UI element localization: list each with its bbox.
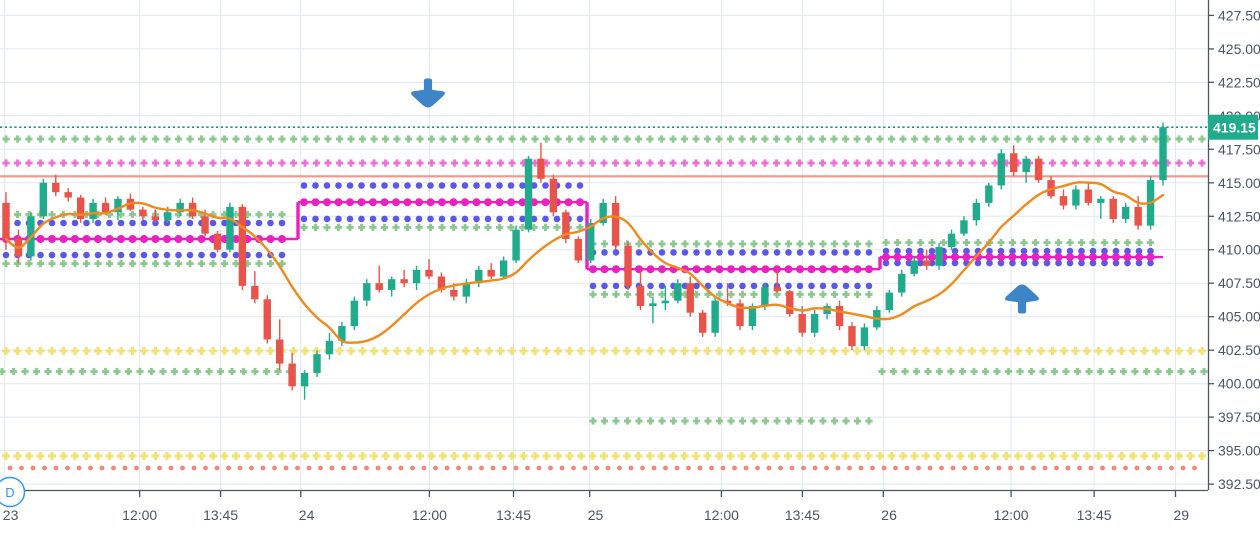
svg-text:419.15: 419.15 <box>1213 120 1256 136</box>
svg-text:395.00: 395.00 <box>1218 443 1260 459</box>
svg-text:427.50: 427.50 <box>1218 7 1260 23</box>
svg-text:397.50: 397.50 <box>1218 409 1260 425</box>
svg-text:417.50: 417.50 <box>1218 141 1260 157</box>
svg-text:26: 26 <box>881 507 897 523</box>
svg-text:415.00: 415.00 <box>1218 175 1260 191</box>
svg-text:24: 24 <box>299 507 315 523</box>
svg-text:412.50: 412.50 <box>1218 208 1260 224</box>
svg-text:12:00: 12:00 <box>122 507 157 523</box>
svg-text:13:45: 13:45 <box>496 507 531 523</box>
svg-text:13:45: 13:45 <box>785 507 820 523</box>
svg-text:13:45: 13:45 <box>203 507 238 523</box>
svg-text:400.00: 400.00 <box>1218 376 1260 392</box>
svg-text:405.00: 405.00 <box>1218 309 1260 325</box>
svg-text:425.00: 425.00 <box>1218 41 1260 57</box>
svg-text:23: 23 <box>3 507 19 523</box>
svg-text:29: 29 <box>1174 507 1190 523</box>
svg-text:392.50: 392.50 <box>1218 476 1260 492</box>
svg-text:12:00: 12:00 <box>412 507 447 523</box>
svg-text:12:00: 12:00 <box>704 507 739 523</box>
svg-text:25: 25 <box>588 507 604 523</box>
svg-text:D: D <box>5 485 14 500</box>
svg-text:407.50: 407.50 <box>1218 275 1260 291</box>
svg-text:422.50: 422.50 <box>1218 74 1260 90</box>
svg-text:402.50: 402.50 <box>1218 342 1260 358</box>
svg-text:13:45: 13:45 <box>1077 507 1112 523</box>
svg-text:12:00: 12:00 <box>994 507 1029 523</box>
svg-text:410.00: 410.00 <box>1218 242 1260 258</box>
